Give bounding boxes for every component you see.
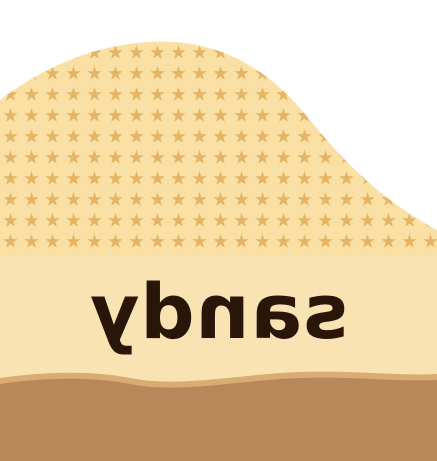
star-pattern-icon xyxy=(0,41,437,258)
ground xyxy=(0,377,437,461)
mirrored-word: sandy xyxy=(88,267,349,356)
text-band xyxy=(0,256,437,386)
